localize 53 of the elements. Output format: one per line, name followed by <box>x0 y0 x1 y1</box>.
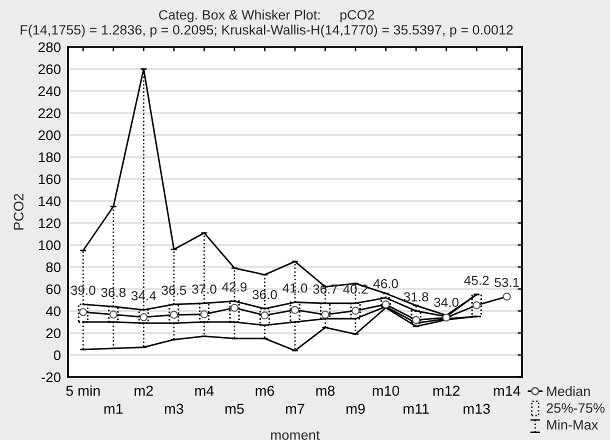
y-tick-label: 160 <box>38 174 61 184</box>
data-label: 36.0 <box>252 290 277 300</box>
data-label: 40.2 <box>343 284 368 294</box>
legend-label: 25%-75% <box>546 403 605 413</box>
y-tick-label: 100 <box>38 240 61 250</box>
x-tick-label: m9 <box>346 404 365 414</box>
y-tick-label: 140 <box>38 196 61 206</box>
data-label: 53.1 <box>494 278 519 288</box>
y-tick-label: 260 <box>38 64 61 74</box>
x-tick-label: m5 <box>225 404 244 414</box>
y-tick-label: 20 <box>46 328 61 338</box>
x-tick-label: m3 <box>164 404 184 414</box>
data-label: 36.8 <box>101 288 126 298</box>
y-tick-label: -20 <box>42 372 61 382</box>
data-label: 46.0 <box>373 279 398 288</box>
data-label: 45.2 <box>464 276 489 285</box>
data-label: 41.0 <box>282 283 308 293</box>
y-tick-label: 180 <box>38 152 61 162</box>
x-tick-label: m10 <box>372 386 400 396</box>
y-tick-label: 220 <box>38 108 61 118</box>
legend-label: Min-Max <box>547 420 598 430</box>
y-axis-title: PCO2 <box>14 194 24 230</box>
chart-title: Categ. Box & Whisker Plot: pCO2 <box>159 10 374 22</box>
x-tick-label: m6 <box>256 386 274 396</box>
y-tick-label: 80 <box>46 262 61 272</box>
data-label: 37.0 <box>192 284 216 294</box>
x-tick-label: m12 <box>433 386 460 396</box>
legend-label: Median <box>547 386 590 396</box>
data-label: 34.4 <box>131 291 156 300</box>
x-tick-label: m14 <box>494 386 520 396</box>
y-tick-label: 120 <box>38 218 61 228</box>
x-tick-label: m13 <box>464 404 490 414</box>
y-tick-label: 40 <box>46 306 61 316</box>
x-tick-label: m11 <box>404 404 429 414</box>
y-tick-label: 60 <box>46 284 61 294</box>
data-label: 31.8 <box>404 292 428 302</box>
x-tick-label: m1 <box>104 404 123 414</box>
x-tick-label: m8 <box>316 386 335 396</box>
y-tick-label: 0 <box>54 350 61 360</box>
data-label: 34.0 <box>434 298 459 307</box>
data-label: 36.7 <box>313 284 338 294</box>
data-label: 36.5 <box>162 286 186 295</box>
x-tick-label: m2 <box>134 386 153 396</box>
chart-subtitle: F(14,1755) = 1.2836, p = 0.2095; Kruskal-Wallis-H(14,1770) = 35.5397, p = 0.0012 <box>20 24 513 38</box>
x-tick-label: m7 <box>286 404 304 414</box>
data-label: 39.0 <box>70 286 96 295</box>
data-label: 42.9 <box>222 282 247 292</box>
x-tick-label: 5 min <box>66 385 100 396</box>
x-axis-title: moment <box>271 430 320 440</box>
y-tick-label: 200 <box>38 130 61 140</box>
x-tick-label: m4 <box>195 386 214 396</box>
y-tick-label: 240 <box>38 86 61 96</box>
y-tick-label: 280 <box>38 42 61 52</box>
